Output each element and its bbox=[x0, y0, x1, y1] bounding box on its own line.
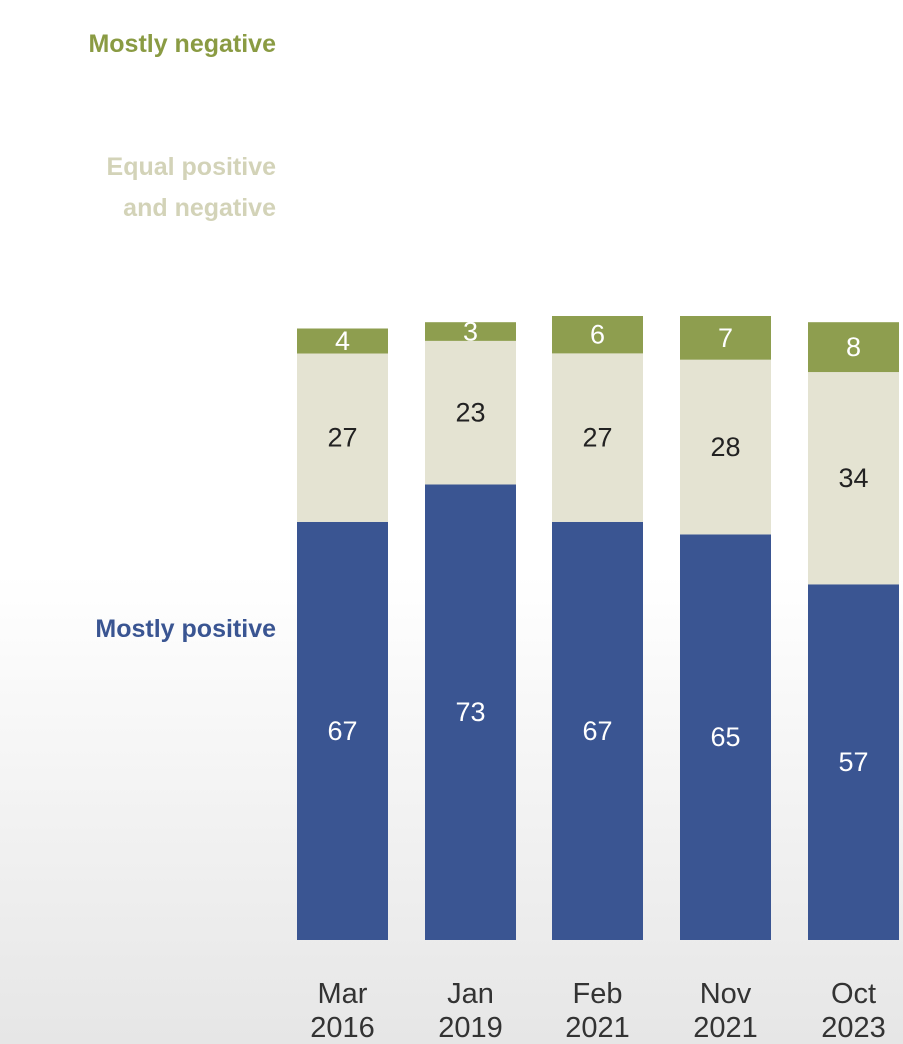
value-label-mostly-negative-5: 8 bbox=[846, 332, 861, 362]
value-label-mostly-negative-1: 4 bbox=[335, 326, 350, 356]
value-label-equal-1: 27 bbox=[327, 423, 357, 453]
legend-mostly-negative: Mostly negative bbox=[88, 30, 276, 58]
bar-segment-mostly-negative-3 bbox=[552, 316, 643, 354]
value-label-mostly-positive-1: 67 bbox=[327, 716, 357, 746]
value-label-mostly-positive-3: 67 bbox=[582, 716, 612, 746]
bar-segment-mostly-negative-4 bbox=[680, 316, 771, 360]
value-label-mostly-negative-3: 6 bbox=[590, 320, 605, 350]
x-tick-year-2: 2019 bbox=[438, 1012, 503, 1044]
x-tick-year-1: 2016 bbox=[310, 1012, 375, 1044]
value-label-equal-5: 34 bbox=[838, 463, 868, 493]
x-tick-month-4: Nov bbox=[700, 978, 752, 1010]
value-label-equal-3: 27 bbox=[582, 423, 612, 453]
value-label-equal-2: 23 bbox=[455, 398, 485, 428]
bar-segment-mostly-negative-2 bbox=[425, 322, 516, 341]
value-labels-group: 67 27 4 73 23 3 67 27 6 65 28 7 57 34 8 bbox=[327, 317, 868, 778]
bar-segment-mostly-positive-4 bbox=[680, 534, 771, 940]
value-label-mostly-negative-4: 7 bbox=[718, 323, 733, 353]
x-tick-month-3: Feb bbox=[573, 978, 623, 1010]
x-tick-year-5: 2023 bbox=[821, 1012, 886, 1044]
value-label-mostly-positive-5: 57 bbox=[838, 747, 868, 777]
value-label-equal-4: 28 bbox=[710, 432, 740, 462]
x-tick-year-4: 2021 bbox=[693, 1012, 758, 1044]
bar-segment-equal-1 bbox=[297, 353, 388, 522]
legend: Mostly negative Equal positive and negat… bbox=[88, 30, 276, 643]
bar-segment-equal-2 bbox=[425, 341, 516, 485]
bar-segment-mostly-positive-5 bbox=[808, 584, 899, 940]
x-tick-month-1: Mar bbox=[318, 978, 368, 1010]
bar-segment-mostly-positive-1 bbox=[297, 521, 388, 940]
x-tick-year-3: 2021 bbox=[565, 1012, 630, 1044]
x-tick-month-2: Jan bbox=[447, 978, 494, 1010]
bar-segment-mostly-positive-2 bbox=[425, 484, 516, 940]
bar-segment-equal-5 bbox=[808, 372, 899, 585]
legend-equal-line-1: Equal positive bbox=[107, 153, 277, 181]
bars-group bbox=[297, 316, 899, 940]
bar-segment-mostly-positive-3 bbox=[552, 521, 643, 940]
x-tick-month-5: Oct bbox=[831, 978, 876, 1010]
bar-segment-equal-3 bbox=[552, 353, 643, 522]
bar-segment-equal-4 bbox=[680, 359, 771, 535]
value-label-mostly-positive-2: 73 bbox=[455, 697, 485, 727]
legend-equal-line-2: and negative bbox=[123, 194, 276, 222]
value-label-mostly-positive-4: 65 bbox=[710, 722, 740, 752]
bar-segment-mostly-negative-1 bbox=[297, 328, 388, 354]
bar-segment-mostly-negative-5 bbox=[808, 322, 899, 373]
value-label-mostly-negative-2: 3 bbox=[463, 317, 478, 347]
legend-mostly-positive: Mostly positive bbox=[95, 615, 276, 643]
